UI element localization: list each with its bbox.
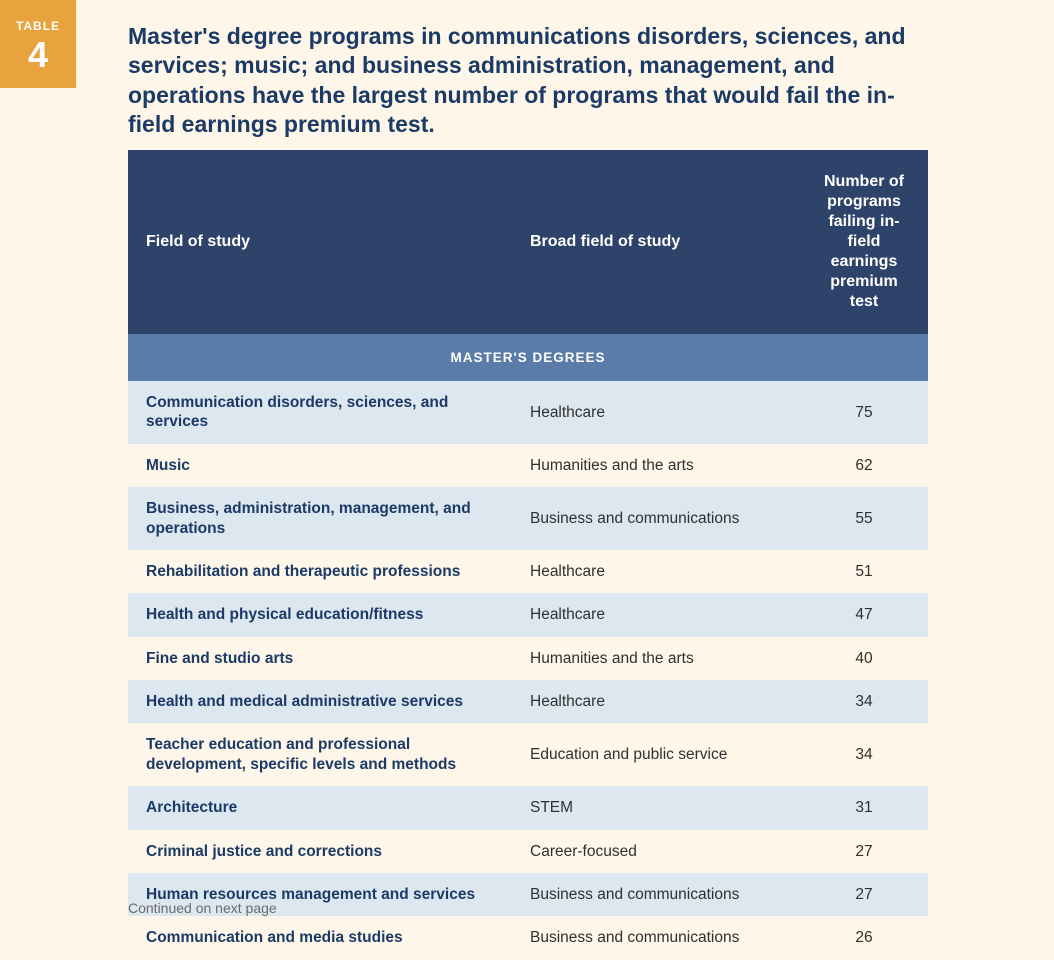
cell-field-of-study: Business, administration, management, an… — [128, 487, 512, 550]
table-row: Business, administration, management, an… — [128, 487, 928, 550]
cell-broad-field: Healthcare — [512, 593, 800, 636]
cell-broad-field: Healthcare — [512, 680, 800, 723]
table-badge-label: TABLE — [16, 19, 60, 33]
column-header-count: Number of programs failing in-field earn… — [800, 150, 928, 334]
cell-program-count: 27 — [800, 873, 928, 916]
table-row: Communication disorders, sciences, and s… — [128, 381, 928, 444]
cell-broad-field: Education and public service — [512, 723, 800, 786]
column-header-field: Field of study — [128, 150, 512, 334]
cell-field-of-study: Rehabilitation and therapeutic professio… — [128, 550, 512, 593]
cell-field-of-study: Fine and studio arts — [128, 637, 512, 680]
cell-field-of-study: Communication and media studies — [128, 916, 512, 959]
table-row: ArchitectureSTEM31 — [128, 786, 928, 829]
cell-program-count: 40 — [800, 637, 928, 680]
cell-field-of-study: Health and medical administrative servic… — [128, 680, 512, 723]
cell-program-count: 51 — [800, 550, 928, 593]
table-row: MusicHumanities and the arts62 — [128, 444, 928, 487]
cell-field-of-study: Architecture — [128, 786, 512, 829]
cell-program-count: 26 — [800, 916, 928, 959]
table-row: Health and medical administrative servic… — [128, 680, 928, 723]
table-container: Field of study Broad field of study Numb… — [128, 150, 928, 960]
table-section-row: MASTER'S DEGREES — [128, 334, 928, 381]
table-row: Criminal justice and correctionsCareer-f… — [128, 830, 928, 873]
cell-broad-field: Business and communications — [512, 916, 800, 959]
cell-broad-field: Healthcare — [512, 550, 800, 593]
cell-field-of-study: Communication disorders, sciences, and s… — [128, 381, 512, 444]
cell-broad-field: Business and communications — [512, 487, 800, 550]
cell-broad-field: STEM — [512, 786, 800, 829]
cell-program-count: 75 — [800, 381, 928, 444]
cell-broad-field: Healthcare — [512, 381, 800, 444]
table-badge: TABLE 4 — [0, 0, 76, 88]
cell-field-of-study: Criminal justice and corrections — [128, 830, 512, 873]
table-header-row: Field of study Broad field of study Numb… — [128, 150, 928, 334]
table-row: Communication and media studiesBusiness … — [128, 916, 928, 959]
title-block: Master's degree programs in communicatio… — [128, 22, 938, 140]
column-header-broad: Broad field of study — [512, 150, 800, 334]
cell-program-count: 55 — [800, 487, 928, 550]
cell-program-count: 47 — [800, 593, 928, 636]
cell-program-count: 34 — [800, 680, 928, 723]
continued-note: Continued on next page — [128, 900, 277, 916]
page-title: Master's degree programs in communicatio… — [128, 22, 938, 140]
cell-broad-field: Career-focused — [512, 830, 800, 873]
table-row: Teacher education and professional devel… — [128, 723, 928, 786]
table-row: Rehabilitation and therapeutic professio… — [128, 550, 928, 593]
cell-broad-field: Humanities and the arts — [512, 444, 800, 487]
cell-program-count: 34 — [800, 723, 928, 786]
table-row: Fine and studio artsHumanities and the a… — [128, 637, 928, 680]
table-body: MASTER'S DEGREES Communication disorders… — [128, 334, 928, 960]
cell-field-of-study: Music — [128, 444, 512, 487]
cell-field-of-study: Teacher education and professional devel… — [128, 723, 512, 786]
cell-broad-field: Business and communications — [512, 873, 800, 916]
cell-program-count: 27 — [800, 830, 928, 873]
cell-broad-field: Humanities and the arts — [512, 637, 800, 680]
table-section-label: MASTER'S DEGREES — [128, 334, 928, 381]
cell-field-of-study: Health and physical education/fitness — [128, 593, 512, 636]
earnings-premium-table: Field of study Broad field of study Numb… — [128, 150, 928, 960]
cell-program-count: 31 — [800, 786, 928, 829]
cell-program-count: 62 — [800, 444, 928, 487]
table-badge-number: 4 — [28, 33, 48, 76]
table-row: Health and physical education/fitnessHea… — [128, 593, 928, 636]
